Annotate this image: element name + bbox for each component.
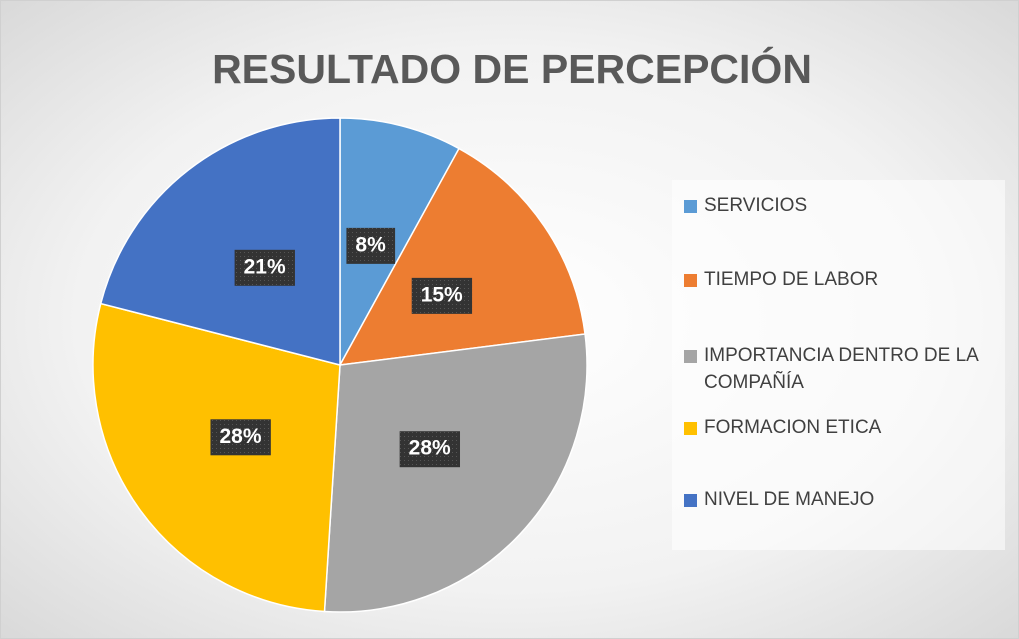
data-label-text: 28% — [409, 437, 451, 460]
legend-item: SERVICIOS — [684, 192, 1014, 219]
legend-label: FORMACION ETICA — [704, 417, 882, 438]
legend-item: NIVEL DE MANEJO — [684, 486, 1014, 513]
data-label: 28% — [399, 431, 461, 468]
chart-title: RESULTADO DE PERCEPCIÓN — [212, 46, 812, 92]
data-label-box — [399, 431, 461, 468]
data-label-box — [210, 419, 271, 456]
legend-swatch — [684, 494, 697, 507]
data-label-text: 28% — [219, 425, 261, 448]
legend-label: TIEMPO DE LABOR — [704, 269, 879, 290]
legend: SERVICIOS TIEMPO DE LABOR IMPORTANCIA DENT… — [672, 180, 1005, 550]
legend-item: IMPORTANCIA DENTRO DE LA COMPAÑÍA — [684, 342, 1014, 396]
data-label-box — [234, 249, 295, 286]
data-label: 21% — [234, 249, 295, 286]
legend-swatch — [684, 350, 697, 363]
legend-label: NIVEL DE MANEJO — [704, 489, 875, 510]
pie-slice — [339, 117, 461, 366]
legend-swatch — [684, 200, 697, 213]
pie-slice — [92, 302, 341, 613]
legend-item: TIEMPO DE LABOR — [684, 266, 1014, 293]
data-label: 28% — [210, 419, 271, 456]
data-label: 8% — [346, 227, 396, 264]
legend-swatch — [684, 274, 697, 287]
data-label-text: 21% — [244, 255, 286, 278]
legend-label: IMPORTANCIA DENTRO DE LA COMPAÑÍA — [704, 345, 978, 393]
data-label-text: 8% — [355, 233, 386, 256]
data-label-text: 15% — [421, 283, 463, 306]
legend-item: FORMACION ETICA — [684, 414, 1014, 441]
pie-slice — [99, 117, 341, 366]
legend-swatch — [684, 422, 697, 435]
data-label: 15% — [411, 277, 473, 314]
legend-label: SERVICIOS — [704, 195, 808, 216]
data-label-box — [346, 227, 396, 264]
pie-slice — [338, 147, 586, 366]
data-label-box — [411, 277, 473, 314]
pie-slice — [323, 333, 588, 613]
